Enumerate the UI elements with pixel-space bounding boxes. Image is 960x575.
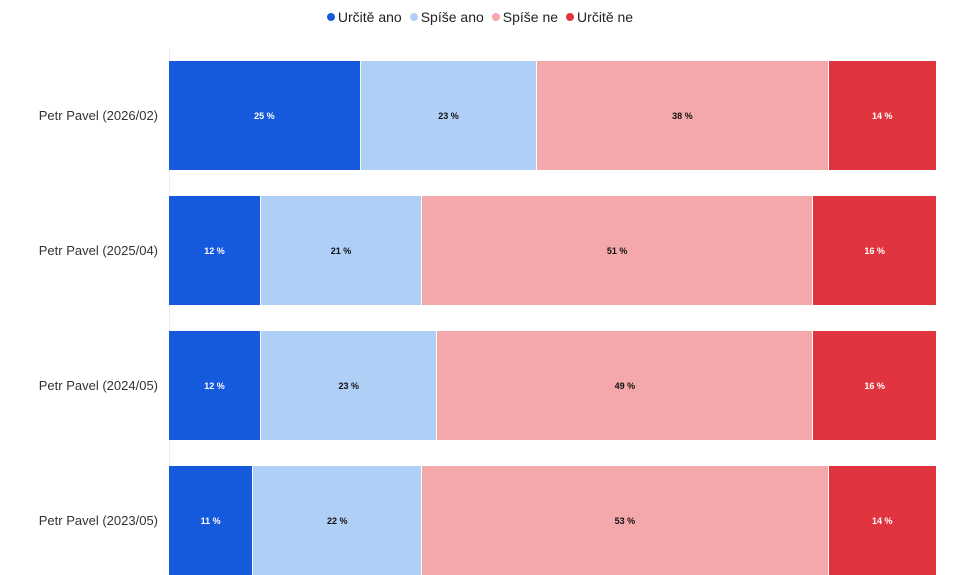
legend-item[interactable]: Spíše ano xyxy=(409,9,484,25)
data-label: 11 % xyxy=(200,515,221,526)
data-label: 14 % xyxy=(872,515,893,526)
bar-row: Petr Pavel (2026/02) 25 % 23 % 38 % 14 % xyxy=(0,61,960,170)
data-label: 12 % xyxy=(204,380,225,391)
bar-segment[interactable]: 51 % xyxy=(422,196,814,305)
bar-segment[interactable]: 16 % xyxy=(813,196,936,305)
bar-segment[interactable]: 14 % xyxy=(828,61,936,170)
category-label: Petr Pavel (2024/05) xyxy=(38,378,158,393)
legend-marker xyxy=(491,13,500,21)
data-label: 21 % xyxy=(330,245,352,256)
category-label: Petr Pavel (2025/04) xyxy=(38,243,158,258)
bar-segment[interactable]: 23 % xyxy=(261,331,438,440)
bar-segment[interactable]: 12 % xyxy=(169,196,262,305)
bar-segment[interactable]: 22 % xyxy=(253,466,423,575)
data-label: 49 % xyxy=(614,380,636,391)
category-label: Petr Pavel (2023/05) xyxy=(38,513,158,528)
bar-segment[interactable]: 16 % xyxy=(813,331,936,440)
bar-row: Petr Pavel (2025/04) 12 % 21 % 51 % 16 % xyxy=(0,196,960,305)
bar-segment[interactable]: 25 % xyxy=(169,61,361,170)
legend-marker xyxy=(409,13,418,21)
data-label: 16 % xyxy=(864,245,885,256)
bar-segment[interactable]: 14 % xyxy=(828,466,936,575)
legend-label: Spíše ano xyxy=(420,9,484,25)
data-label: 14 % xyxy=(872,110,893,121)
legend-item[interactable]: Určitě ne xyxy=(566,9,633,25)
data-label: 22 % xyxy=(326,515,348,526)
bar-row: Petr Pavel (2023/05) 11 % 22 % 53 % 14 % xyxy=(0,466,960,575)
data-label: 23 % xyxy=(438,110,459,121)
stacked-bar: 11 % 22 % 53 % 14 % xyxy=(169,466,936,575)
stacked-bar: 25 % 23 % 38 % 14 % xyxy=(169,61,936,170)
bar-segment[interactable]: 38 % xyxy=(537,61,829,170)
data-label: 25 % xyxy=(254,110,275,121)
legend-item[interactable]: Určitě ano xyxy=(326,9,402,25)
data-label: 38 % xyxy=(672,110,693,121)
data-label: 51 % xyxy=(606,245,628,256)
legend-label: Určitě ano xyxy=(337,9,402,25)
legend-label: Určitě ne xyxy=(577,9,634,25)
bar-segment[interactable]: 12 % xyxy=(169,331,262,440)
bar-segment[interactable]: 53 % xyxy=(422,466,829,575)
legend-marker xyxy=(326,13,335,21)
bar-segment[interactable]: 11 % xyxy=(169,466,254,575)
data-label: 53 % xyxy=(614,515,636,526)
legend-label: Spíše ne xyxy=(502,9,559,25)
legend-item[interactable]: Spíše ne xyxy=(491,9,559,25)
stacked-bar: 12 % 23 % 49 % 16 % xyxy=(169,331,936,440)
data-label: 12 % xyxy=(204,245,225,256)
legend: Určitě ano Spíše ano Spíše ne Určitě ne xyxy=(0,9,960,25)
data-label: 16 % xyxy=(864,380,885,391)
category-label: Petr Pavel (2026/02) xyxy=(38,108,158,123)
bar-row: Petr Pavel (2024/05) 12 % 23 % 49 % 16 % xyxy=(0,331,960,440)
bar-segment[interactable]: 49 % xyxy=(437,331,814,440)
stacked-bar: 12 % 21 % 51 % 16 % xyxy=(169,196,936,305)
data-label: 23 % xyxy=(338,380,359,391)
bar-segment[interactable]: 21 % xyxy=(261,196,423,305)
legend-marker xyxy=(566,13,575,21)
bar-segment[interactable]: 23 % xyxy=(360,61,538,170)
